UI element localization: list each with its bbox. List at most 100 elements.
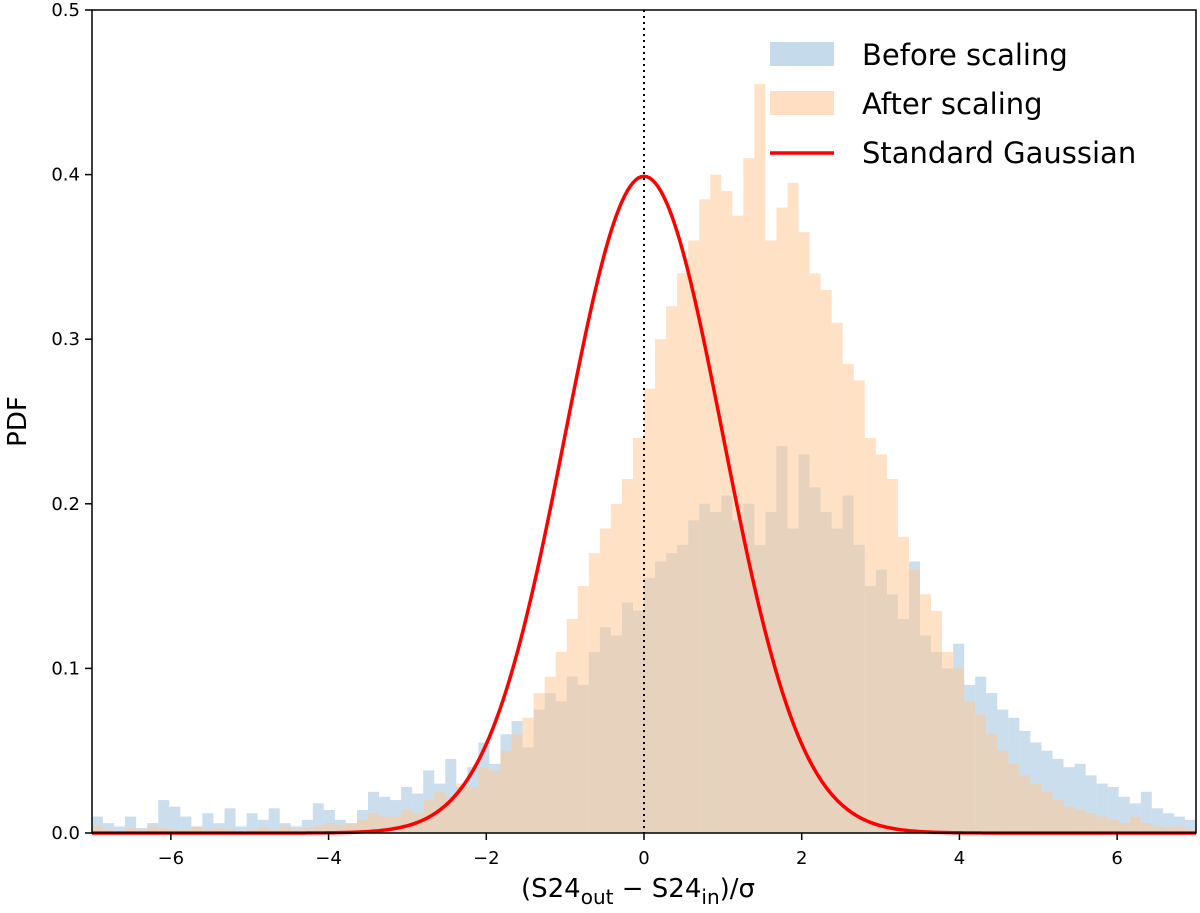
after-scaling-bar [599, 528, 611, 833]
after-scaling-bar [677, 273, 689, 833]
after-scaling-bar [975, 714, 987, 833]
after-scaling-bar [1052, 800, 1064, 833]
after-scaling-bar [1030, 783, 1042, 833]
after-scaling-bar [445, 796, 457, 833]
before-scaling-bar [1140, 791, 1152, 833]
y-tick-label: 0.1 [51, 658, 80, 679]
after-scaling-bar [500, 750, 512, 833]
after-scaling-bar [1173, 826, 1185, 833]
after-scaling-bar [1008, 763, 1020, 833]
before-scaling-bar [125, 816, 137, 833]
after-scaling-bar [842, 363, 854, 833]
after-scaling-bar [864, 437, 876, 833]
legend-label-after-scaling: After scaling [862, 87, 1043, 121]
after-scaling-bar [544, 676, 556, 833]
x-tick-label: 2 [796, 848, 807, 869]
after-scaling-bar [743, 158, 755, 833]
after-scaling-bar [798, 232, 810, 833]
after-scaling-bar [489, 770, 501, 833]
before-scaling-bar [235, 826, 247, 833]
after-scaling-bar [478, 767, 490, 833]
after-scaling-bar [566, 619, 578, 833]
after-scaling-bar [1118, 823, 1130, 833]
after-scaling-bar [920, 594, 932, 833]
after-scaling-bar [356, 819, 368, 833]
after-scaling-bar [213, 828, 225, 833]
y-tick-label: 0.2 [51, 494, 80, 515]
before-scaling-bar [257, 819, 269, 833]
after-scaling-bar [555, 651, 567, 833]
before-scaling-bar [1074, 763, 1086, 833]
after-scaling-bar [92, 826, 104, 833]
after-scaling-bar [334, 824, 346, 833]
after-scaling-bar [533, 693, 545, 833]
after-scaling-bar [776, 207, 788, 833]
after-scaling-bar [158, 828, 170, 833]
after-scaling-bar [1063, 806, 1075, 833]
after-scaling-bar [345, 823, 357, 833]
x-tick-label: −4 [315, 848, 342, 869]
before-scaling-bar [301, 819, 313, 833]
before-scaling-bar [268, 808, 280, 833]
after-scaling-bar [323, 823, 335, 833]
after-scaling-bar [942, 651, 954, 833]
before-scaling-bar [1173, 816, 1185, 833]
after-scaling-bar [644, 388, 656, 833]
y-tick-label: 0.3 [51, 329, 80, 350]
before-scaling-bar [1063, 767, 1075, 833]
after-scaling-bar [191, 826, 203, 833]
after-scaling-bar [897, 536, 909, 833]
after-scaling-bar [754, 84, 766, 833]
after-scaling-bar [125, 828, 137, 833]
before-scaling-bar [1118, 796, 1130, 833]
after-scaling-bar [809, 273, 821, 833]
after-scaling-bar [765, 240, 777, 833]
before-scaling-bar [323, 809, 335, 833]
legend-swatch-after-scaling [770, 91, 834, 115]
after-scaling-bar [1085, 813, 1097, 833]
after-scaling-bar [655, 339, 667, 833]
after-scaling-bar [511, 734, 523, 833]
after-scaling-bar [931, 610, 943, 833]
y-axis-label: PDF [3, 396, 33, 447]
after-scaling-bar [875, 454, 887, 833]
after-scaling-bar [666, 306, 678, 833]
after-scaling-bar [721, 191, 733, 833]
before-scaling-bar [158, 800, 170, 833]
before-scaling-bar [92, 816, 104, 833]
before-scaling-bar [224, 808, 236, 833]
after-scaling-bar [390, 816, 402, 833]
y-tick-label: 0.4 [51, 165, 80, 186]
before-scaling-bar [445, 758, 457, 833]
after-scaling-bars [92, 84, 1196, 834]
after-scaling-bar [257, 828, 269, 833]
after-scaling-bar [434, 791, 446, 833]
legend-label-standard-gaussian: Standard Gaussian [862, 136, 1136, 170]
before-scaling-bar [1107, 786, 1119, 833]
after-scaling-bar [621, 479, 633, 833]
legend: Before scaling After scaling Standard Ga… [770, 38, 1136, 170]
after-scaling-bar [964, 701, 976, 833]
before-scaling-bar [103, 823, 115, 833]
x-tick-label: 6 [1111, 848, 1122, 869]
before-scaling-bar [246, 813, 258, 833]
after-scaling-bar [1151, 826, 1163, 833]
after-scaling-bar [997, 750, 1009, 833]
after-scaling-bar [953, 668, 965, 833]
after-scaling-bar [853, 380, 865, 833]
after-scaling-bar [147, 826, 159, 833]
before-scaling-bar [1162, 813, 1174, 833]
after-scaling-bar [632, 437, 644, 833]
after-scaling-bar [1096, 816, 1108, 833]
x-tick-label: 0 [638, 848, 649, 869]
after-scaling-bar [312, 826, 324, 833]
after-scaling-bar [688, 240, 700, 833]
before-scaling-bar [312, 803, 324, 833]
after-scaling-bar [787, 182, 799, 833]
y-tick-label: 0.0 [51, 823, 80, 844]
x-tick-label: −6 [158, 848, 185, 869]
x-tick-label: 4 [954, 848, 965, 869]
after-scaling-bar [820, 289, 832, 833]
before-scaling-bar [169, 806, 181, 833]
